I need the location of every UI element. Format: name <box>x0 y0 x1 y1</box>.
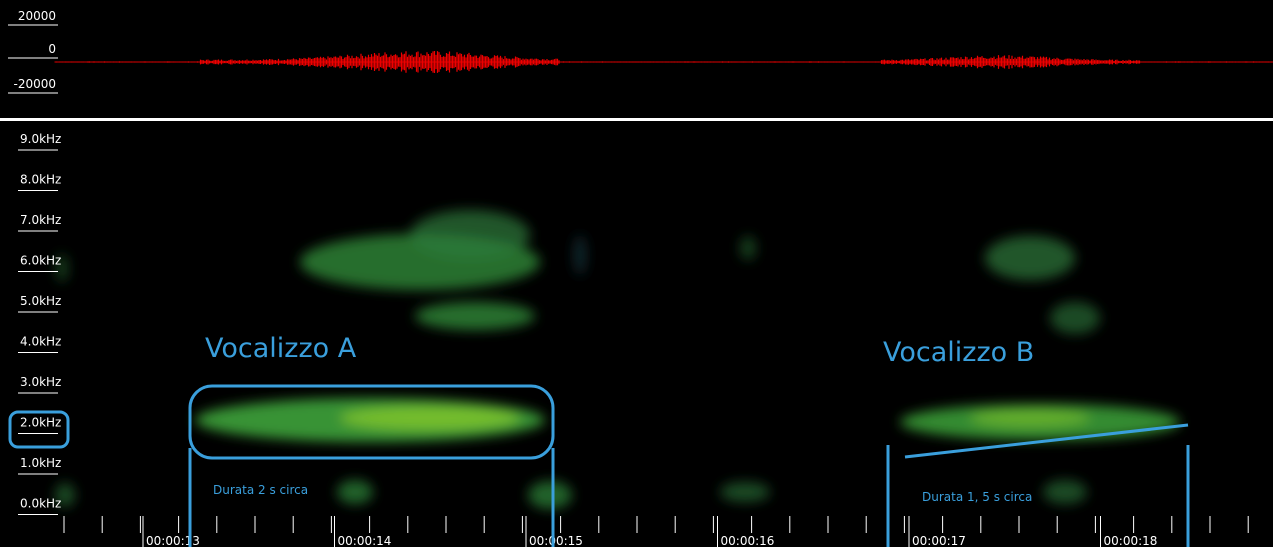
frequency-label: 7.0kHz <box>20 213 61 227</box>
axes: 20000 0 -20000 9.0kHz 8.0kHz 7.0kHz 6.0kHz 5.0k… <box>8 9 1249 547</box>
time-label: 00:00:15 <box>529 534 583 547</box>
frequency-label: 0.0kHz <box>20 497 61 511</box>
call-a-outline <box>188 384 555 460</box>
frequency-label: 2.0kHz <box>20 416 61 430</box>
time-label: 00:00:13 <box>146 534 200 547</box>
call-b-slope <box>904 423 1189 459</box>
time-label: 00:00:16 <box>721 534 775 547</box>
frequency-highlight <box>8 410 70 449</box>
call-b-duration: Durata 1, 5 s circa <box>922 490 1032 504</box>
frequency-label: 1.0kHz <box>20 456 61 470</box>
time-label: 00:00:17 <box>912 534 966 547</box>
call-a-label: Vocalizzo A <box>205 333 357 364</box>
panel-divider <box>0 118 1273 121</box>
call-b-label: Vocalizzo B <box>883 337 1034 368</box>
frequency-label: 9.0kHz <box>20 132 61 146</box>
annotations <box>8 384 1190 547</box>
time-label: 00:00:18 <box>1104 534 1158 547</box>
frequency-label: 6.0kHz <box>20 254 61 268</box>
frequency-label: 4.0kHz <box>20 335 61 349</box>
spectrogram-energy <box>55 210 1180 509</box>
frequency-label: 3.0kHz <box>20 375 61 389</box>
frequency-label: 5.0kHz <box>20 294 61 308</box>
waveform-trace <box>54 50 1273 74</box>
amplitude-label: 0 <box>48 42 56 56</box>
frequency-label: 8.0kHz <box>20 173 61 187</box>
waveform-panel <box>54 50 1273 74</box>
amplitude-label: 20000 <box>18 9 56 23</box>
amplitude-label: -20000 <box>13 77 56 91</box>
time-label: 00:00:14 <box>338 534 392 547</box>
call-a-duration: Durata 2 s circa <box>213 483 308 497</box>
